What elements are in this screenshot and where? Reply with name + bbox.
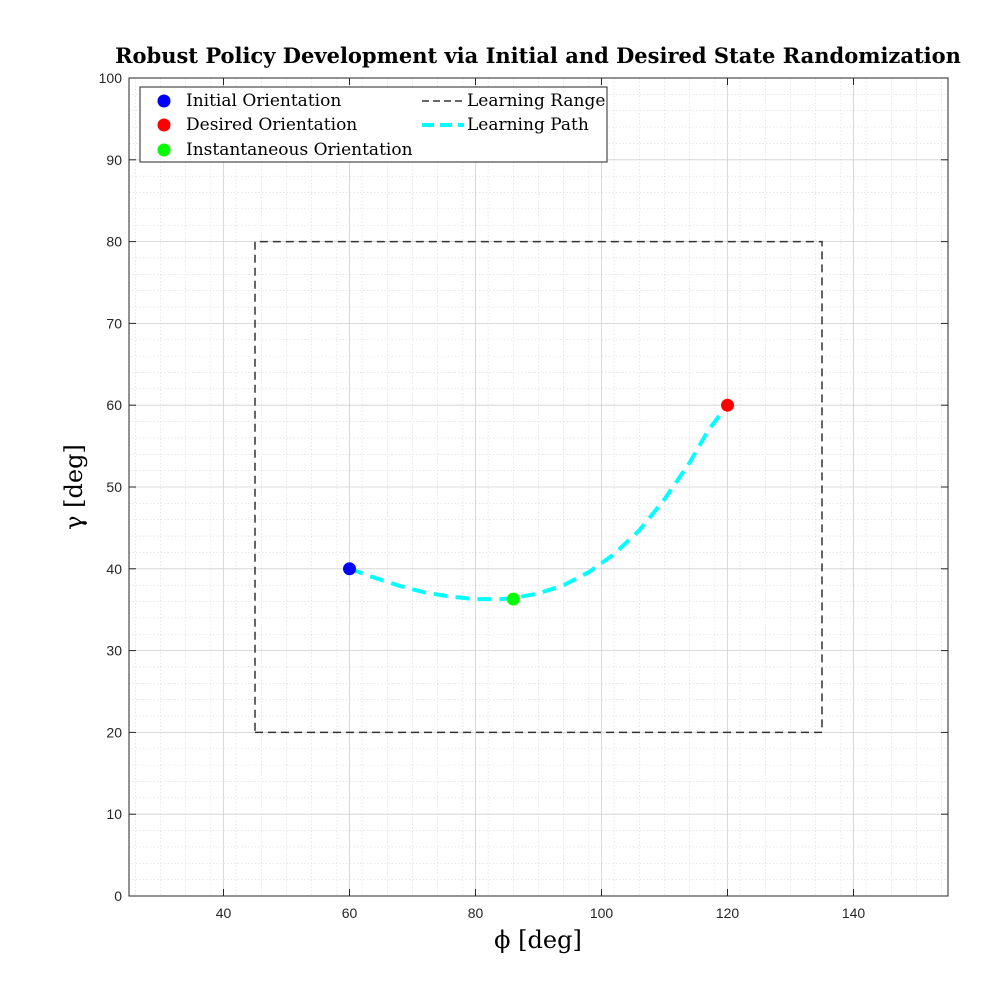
y-axis: 0 10 20 30 40 50 60 70 80 90 100 — [99, 70, 948, 904]
legend-box — [139, 86, 608, 163]
y-tick-label: 90 — [106, 152, 122, 168]
y-tick-label: 20 — [106, 724, 122, 740]
x-axis-label: ϕ [deg] — [494, 926, 582, 954]
y-tick-label: 60 — [106, 397, 122, 413]
minor-grid — [129, 78, 948, 896]
y-tick-label: 100 — [99, 70, 123, 86]
x-tick-label: 100 — [590, 905, 614, 921]
y-tick-label: 10 — [106, 806, 122, 822]
y-tick-label: 70 — [106, 315, 122, 331]
legend-label-instantaneous-orientation: Instantaneous Orientation — [186, 140, 413, 160]
legend-label-learning-range: Learning Range — [467, 91, 605, 111]
x-tick-label: 140 — [842, 905, 866, 921]
legend-label-desired-orientation: Desired Orientation — [186, 115, 357, 135]
x-tick-label: 80 — [468, 905, 484, 921]
x-axis: 40 60 80 100 120 140 — [216, 78, 866, 921]
legend-marker-initial-orientation — [157, 94, 171, 108]
y-tick-label: 40 — [106, 561, 122, 577]
y-tick-label: 0 — [114, 888, 122, 904]
x-tick-label: 120 — [716, 905, 740, 921]
legend: Initial Orientation Desired Orientation … — [139, 86, 608, 163]
point-desired-orientation — [721, 398, 734, 412]
y-tick-label: 80 — [106, 234, 122, 250]
legend-marker-desired-orientation — [157, 118, 171, 132]
point-initial-orientation — [343, 562, 356, 576]
point-instantaneous-orientation — [506, 592, 520, 606]
chart-title: Robust Policy Development via Initial an… — [115, 43, 961, 68]
legend-label-learning-path: Learning Path — [467, 115, 589, 135]
x-tick-label: 60 — [342, 905, 358, 921]
y-tick-label: 50 — [106, 479, 122, 495]
learning-range-boundary — [254, 240, 823, 734]
legend-marker-instantaneous-orientation — [157, 143, 171, 157]
series-layer — [254, 240, 823, 734]
x-tick-label: 40 — [216, 905, 232, 921]
y-axis-label: γ [deg] — [60, 444, 88, 530]
y-tick-label: 30 — [106, 643, 122, 659]
legend-label-initial-orientation: Initial Orientation — [186, 91, 341, 111]
learning-path-line — [348, 403, 730, 602]
